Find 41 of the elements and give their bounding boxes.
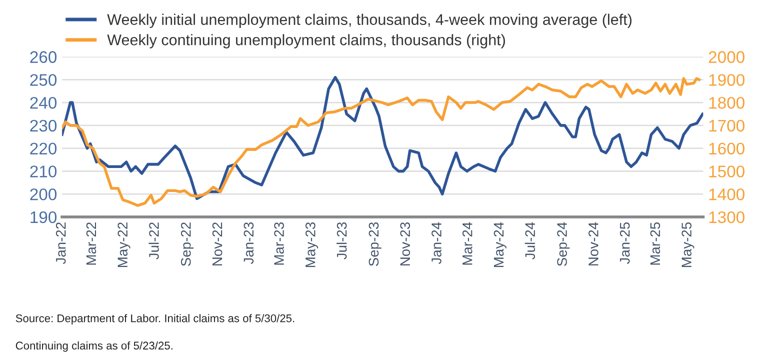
y-tick-label: 220: [30, 142, 57, 155]
x-tick-label: Jul-24: [524, 222, 536, 260]
x-tick-label: Sep-23: [368, 222, 382, 266]
x-tick-label: Mar-25: [650, 222, 660, 265]
y2-tick-label: 1300: [709, 211, 744, 224]
x-tick-label: Nov-23: [400, 222, 410, 266]
source-note: Source: Department of Labor. Initial claims as of 5/30/25.: [16, 314, 294, 324]
y-tick-label: 260: [30, 51, 57, 63]
x-tick-label: Jul-23: [336, 222, 347, 260]
x-tick-label: Jan-22: [56, 222, 66, 264]
y2-tick-label: 1400: [709, 188, 744, 200]
y2-tick-label: 1500: [709, 166, 744, 178]
x-tick-label: Sep-24: [557, 222, 570, 266]
y2-tick-label: 1900: [709, 74, 744, 86]
y2-tick-label: 1600: [709, 142, 744, 155]
text: Continuing claims as of 5/23/25.: [16, 341, 172, 352]
y-tick-label: 240: [30, 96, 57, 109]
x-tick-label: Jul-22: [148, 222, 159, 260]
x-tick-label: May-23: [306, 222, 318, 267]
x-tick-label: May-22: [118, 222, 130, 267]
x-tick-label: May-24: [494, 222, 506, 267]
x-tick-label: Jan-25: [620, 222, 630, 264]
legend-label: Weekly initial unemployment claims, thousands, 4-week moving average (left): [107, 14, 632, 28]
x-tick-label: Sep-22: [180, 222, 194, 266]
x-tick-label: Jan-24: [432, 222, 442, 264]
legend-label: Weekly continuing unemployment claims, thousands (right): [107, 34, 505, 48]
x-tick-label: Jan-23: [244, 222, 254, 264]
y-tick-label: 200: [30, 188, 57, 200]
y2-tick-label: 1800: [709, 96, 744, 109]
x-tick-label: Mar-24: [462, 222, 472, 265]
x-tick-label: Nov-24: [588, 222, 598, 266]
y-tick-label: 230: [30, 120, 57, 132]
y2-tick-label: 2000: [708, 51, 744, 63]
x-tick-label: Mar-22: [86, 222, 96, 265]
x-tick-label: May-25: [682, 222, 694, 267]
y2-tick-label: 1700: [709, 120, 744, 132]
y-tick-label: 250: [30, 74, 57, 86]
x-tick-label: Mar-23: [274, 222, 284, 265]
x-tick-label: Nov-22: [212, 222, 222, 266]
y-tick-label: 210: [30, 166, 57, 178]
y-tick-label: 190: [30, 211, 57, 224]
